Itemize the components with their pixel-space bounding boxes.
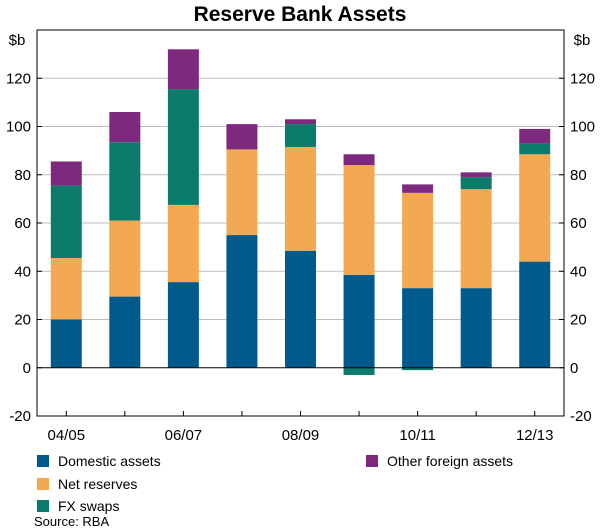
bar-segment — [519, 154, 551, 262]
y-tick-label-right: -20 — [570, 408, 592, 425]
y-tick-label-left: 60 — [14, 215, 31, 232]
bar-segment — [519, 261, 551, 368]
bar-segment — [167, 204, 199, 283]
x-tick-label: 12/13 — [516, 427, 554, 444]
legend-swatch — [37, 478, 49, 490]
bar-segment — [460, 172, 492, 178]
y-tick-label-right: 120 — [570, 70, 595, 87]
bar-segment — [167, 49, 199, 90]
y-tick-label-left: 40 — [14, 263, 31, 280]
legend-label: Domestic assets — [58, 453, 161, 469]
bar-segment — [460, 177, 492, 190]
y-tick-label-left: 20 — [14, 312, 31, 329]
bar-segment — [50, 257, 82, 320]
bar-segment — [402, 288, 434, 368]
y-tick-label-right: 60 — [570, 215, 587, 232]
y-axis-right: -20 0 20 40 60 80 100 120 — [559, 70, 595, 425]
bar-segment — [109, 112, 141, 143]
bar-segment — [519, 128, 551, 144]
bar-segment — [460, 288, 492, 368]
bar-segment — [343, 367, 375, 375]
x-tick-label: 08/09 — [282, 427, 320, 444]
legend: Domestic assets Net reserves FX swaps Other… — [37, 453, 513, 514]
y-axis-unit-left: $b — [9, 32, 26, 49]
legend-label: FX swaps — [58, 498, 119, 514]
y-tick-label-right: 80 — [570, 167, 587, 184]
legend-swatch — [37, 500, 49, 512]
x-axis: 04/05 06/07 08/09 10/11 12/13 — [48, 411, 554, 444]
bar-segment — [285, 119, 316, 125]
y-tick-label-left: 120 — [6, 70, 31, 87]
bar-segment — [285, 250, 316, 368]
bar-segment — [50, 161, 82, 186]
bar-segment — [343, 154, 375, 166]
y-tick-label-right: 100 — [570, 119, 595, 136]
bar-segment — [402, 184, 434, 193]
bar-segment — [109, 142, 141, 221]
x-tick-label: 06/07 — [165, 427, 203, 444]
legend-swatch — [37, 455, 49, 467]
y-axis-unit-right: $b — [574, 32, 591, 49]
bar-segment — [167, 282, 199, 368]
bar-segment — [50, 319, 82, 368]
y-tick-label-right: 0 — [570, 360, 578, 377]
y-tick-label-right: 40 — [570, 263, 587, 280]
bar-segment — [343, 165, 375, 275]
bar-segment — [226, 149, 258, 236]
y-tick-label-left: -20 — [9, 408, 31, 425]
bar-segment — [167, 89, 199, 205]
bar-segment — [402, 367, 434, 371]
bar-segment — [285, 147, 316, 251]
bar-segment — [460, 189, 492, 289]
legend-label: Other foreign assets — [387, 453, 513, 469]
source-note: Source: RBA — [34, 514, 109, 529]
chart-title: Reserve Bank Assets — [194, 3, 407, 26]
x-tick-label: 10/11 — [399, 427, 435, 444]
bar-segment — [285, 124, 316, 148]
bar-segment — [343, 274, 375, 368]
legend-label: Net reserves — [58, 476, 137, 492]
bar-segment — [50, 185, 82, 258]
legend-swatch — [366, 455, 378, 467]
y-axis-left: -20 0 20 40 60 80 100 120 — [6, 70, 42, 425]
y-tick-label-right: 20 — [570, 312, 587, 329]
y-tick-label-left: 0 — [23, 360, 31, 377]
y-tick-label-left: 80 — [14, 167, 31, 184]
bar-segment — [402, 192, 434, 289]
bar-segment — [519, 143, 551, 155]
bar-segment — [109, 220, 141, 297]
x-tick-label: 04/05 — [48, 427, 86, 444]
bar-segment — [226, 235, 258, 368]
bar-segment — [109, 296, 141, 368]
y-tick-label-left: 100 — [6, 119, 31, 136]
bar-segment — [226, 124, 258, 150]
bars — [50, 49, 551, 375]
